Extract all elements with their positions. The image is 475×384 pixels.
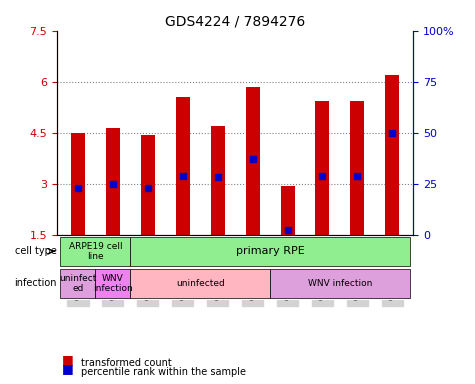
Bar xyxy=(176,97,190,235)
Text: WNV
infection: WNV infection xyxy=(93,274,133,293)
Bar xyxy=(351,101,364,235)
Text: transformed count: transformed count xyxy=(81,358,171,368)
Text: percentile rank within the sample: percentile rank within the sample xyxy=(81,367,246,377)
Text: uninfected: uninfected xyxy=(176,279,225,288)
Bar xyxy=(315,101,330,235)
Title: GDS4224 / 7894276: GDS4224 / 7894276 xyxy=(165,14,305,28)
Text: cell type: cell type xyxy=(15,246,57,256)
Bar xyxy=(246,87,259,235)
FancyBboxPatch shape xyxy=(130,269,270,298)
FancyBboxPatch shape xyxy=(60,269,95,298)
Text: infection: infection xyxy=(15,278,57,288)
Bar xyxy=(106,128,120,235)
Bar xyxy=(71,133,85,235)
Text: uninfect
ed: uninfect ed xyxy=(59,274,96,293)
Text: primary RPE: primary RPE xyxy=(236,246,304,256)
Bar xyxy=(385,75,399,235)
FancyBboxPatch shape xyxy=(95,269,130,298)
Text: WNV infection: WNV infection xyxy=(308,279,372,288)
FancyBboxPatch shape xyxy=(60,237,130,266)
FancyBboxPatch shape xyxy=(270,269,410,298)
FancyBboxPatch shape xyxy=(130,237,410,266)
Bar xyxy=(281,186,294,235)
Text: ■: ■ xyxy=(62,362,74,376)
Text: ■: ■ xyxy=(62,353,74,366)
Text: ARPE19 cell
line: ARPE19 cell line xyxy=(68,242,122,261)
Bar xyxy=(211,126,225,235)
Bar xyxy=(141,135,155,235)
